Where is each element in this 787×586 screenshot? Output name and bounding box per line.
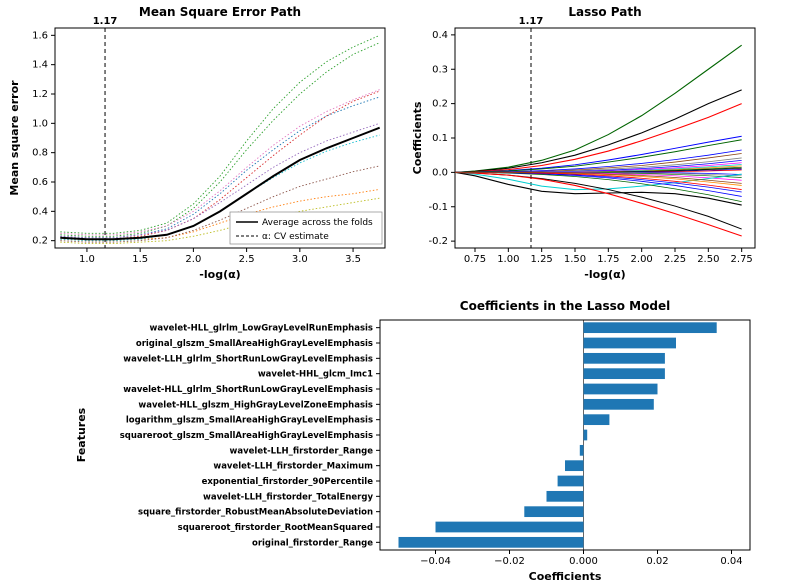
coef-feature-label: squareroot_firstorder_RootMeanSquared	[178, 523, 373, 533]
svg-text:α: CV estimate: α: CV estimate	[262, 232, 329, 242]
mse-xtick: 2.5	[239, 254, 255, 265]
mse-legend: Average across the folds α: CV estimate	[230, 212, 382, 244]
lasso-xtick: 2.25	[664, 254, 686, 265]
mse-cv-label: 1.17	[93, 16, 118, 27]
coef-bar	[584, 399, 654, 410]
coef-bar	[584, 368, 665, 379]
coef-feature-label: logarithm_glszm_SmallAreaHighGrayLevelEm…	[126, 416, 373, 426]
coef-feature-label: wavelet-LLH_glrlm_ShortRunLowGrayLevelEm…	[123, 354, 373, 364]
mse-xtick: 2.0	[185, 254, 201, 265]
lasso-xtick: 1.75	[597, 254, 619, 265]
mse-series	[60, 35, 379, 233]
coef-feature-label: wavelet-HLL_glrlm_ShortRunLowGrayLevelEm…	[123, 385, 373, 395]
lasso-ytick: -0.2	[428, 236, 448, 247]
coef-bar	[547, 491, 584, 502]
coef-feature-label: wavelet-HHL_glcm_Imc1	[258, 370, 373, 380]
coef-bar	[436, 522, 584, 533]
mse-ytick: 1.0	[32, 118, 48, 129]
coef-feature-label: squareroot_glszm_SmallAreaHighGrayLevelE…	[120, 431, 373, 441]
lasso-chart-title: Lasso Path	[568, 5, 641, 19]
mse-ytick: 0.4	[32, 206, 48, 217]
mse-ytick: 0.8	[32, 148, 48, 159]
coef-bar	[580, 445, 584, 456]
lasso-cv-label: 1.17	[519, 16, 544, 27]
coef-bar	[584, 430, 588, 441]
mse-series	[60, 43, 379, 237]
coef-xtick: −0.02	[494, 556, 525, 567]
lasso-ytick: 0.3	[432, 64, 448, 75]
lasso-xtick: 2.75	[731, 254, 753, 265]
coef-ylabel: Features	[75, 407, 88, 462]
chart-canvas: Mean Square Error Path 1.0 1.5 2.0 2.5 3.0 3.5…	[0, 0, 787, 586]
coef-feature-label: square_firstorder_RobustMeanAbsoluteDevi…	[138, 508, 373, 518]
lasso-chart-frame	[455, 28, 755, 248]
lasso-xtick: 0.75	[464, 254, 486, 265]
coef-feature-label: wavelet-HLL_glszm_HighGrayLevelZoneEmpha…	[138, 400, 373, 410]
svg-text:Average across the folds: Average across the folds	[262, 218, 373, 228]
coef-bar	[524, 506, 583, 517]
coef-feature-label: exponential_firstorder_90Percentile	[202, 477, 374, 487]
mse-xtick: 1.5	[132, 254, 148, 265]
coef-bar	[584, 384, 658, 395]
mse-xlabel: -log(α)	[199, 268, 240, 281]
coef-feature-label: wavelet-LLH_firstorder_TotalEnergy	[203, 492, 373, 502]
coef-bar	[558, 476, 584, 487]
mse-xtick: 1.0	[79, 254, 95, 265]
lasso-series	[455, 104, 742, 173]
coef-xtick: 0.000	[569, 556, 598, 567]
lasso-ytick: 0.1	[432, 133, 448, 144]
coef-feature-label: wavelet-LLH_firstorder_Range	[230, 446, 374, 456]
mse-xtick: 3.0	[292, 254, 308, 265]
mse-ytick: 1.2	[32, 89, 48, 100]
lasso-ytick: 0.4	[432, 30, 448, 41]
lasso-ylabel: Coefficients	[411, 101, 424, 174]
mse-ytick: 1.6	[32, 30, 48, 41]
mse-ytick: 1.4	[32, 60, 48, 71]
lasso-ytick: -0.1	[428, 202, 448, 213]
lasso-ytick: 0.0	[432, 167, 448, 178]
coef-xtick: −0.04	[420, 556, 451, 567]
coef-bar	[584, 414, 610, 425]
mse-ytick: 0.6	[32, 177, 48, 188]
lasso-ytick: 0.2	[432, 99, 448, 110]
coef-bar	[584, 353, 665, 364]
coef-bar	[584, 338, 677, 349]
mse-chart-title: Mean Square Error Path	[139, 5, 301, 19]
lasso-xtick: 2.00	[631, 254, 653, 265]
mse-xtick: 3.5	[345, 254, 361, 265]
lasso-xtick: 1.25	[531, 254, 553, 265]
coef-feature-label: wavelet-LLH_firstorder_Maximum	[213, 462, 373, 472]
lasso-xtick: 2.50	[697, 254, 719, 265]
lasso-series	[455, 90, 742, 173]
coef-xlabel: Coefficients	[529, 570, 602, 583]
mse-ylabel: Mean square error	[8, 80, 21, 196]
lasso-xlabel: -log(α)	[584, 268, 625, 281]
mse-ytick: 0.2	[32, 236, 48, 247]
coef-chart-title: Coefficients in the Lasso Model	[460, 299, 670, 313]
coef-feature-label: wavelet-HLL_glrlm_LowGrayLevelRunEmphasi…	[150, 324, 373, 334]
coef-bar	[565, 460, 584, 471]
coef-feature-label: original_glszm_SmallAreaHighGrayLevelEmp…	[136, 339, 373, 349]
lasso-xtick: 1.50	[564, 254, 586, 265]
coef-bar	[584, 322, 717, 333]
coef-feature-label: original_firstorder_Range	[252, 538, 373, 548]
coef-xtick: 0.04	[720, 556, 742, 567]
lasso-xtick: 1.00	[497, 254, 519, 265]
coef-xtick: 0.02	[646, 556, 668, 567]
coef-bar	[399, 537, 584, 548]
